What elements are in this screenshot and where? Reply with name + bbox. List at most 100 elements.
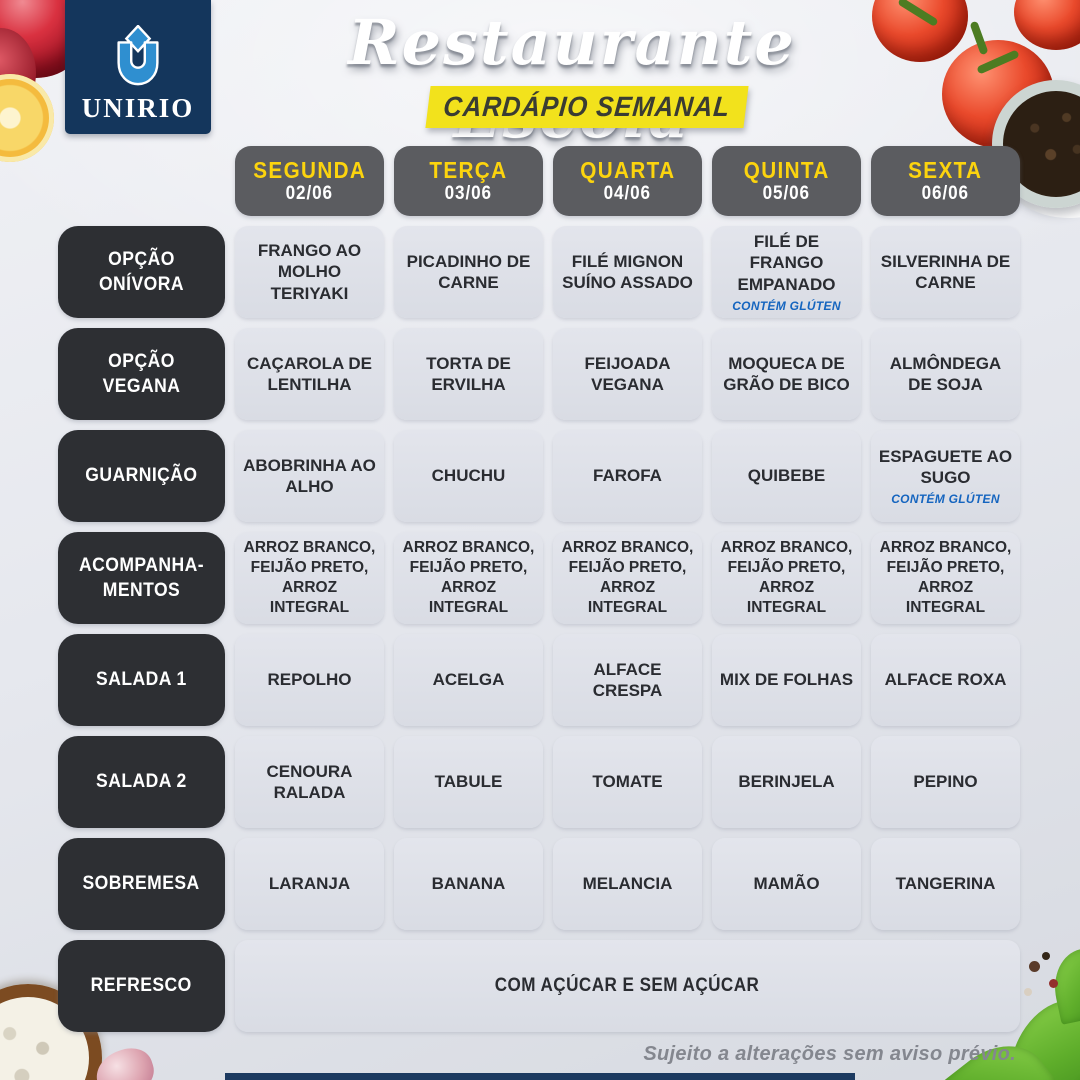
day-header-quinta: QUINTA 05/06: [712, 146, 861, 216]
dish-name: ARROZ BRANCO, FEIJÃO PRETO, ARROZ INTEGR…: [243, 538, 376, 617]
dish-name: CHUCHU: [431, 466, 506, 486]
dish-name: LARANJA: [268, 874, 351, 894]
dish-name: ALMÔNDEGA DE SOJA: [889, 353, 1002, 394]
day-date: 04/06: [603, 183, 652, 205]
dish-name: CAÇAROLA DE LENTILHA: [247, 353, 372, 394]
day-name: SEGUNDA: [253, 156, 366, 183]
menu-grid: SEGUNDA 02/06 TERÇA 03/06 QUARTA 04/06 Q…: [58, 146, 1020, 1032]
dish-name: TABULE: [434, 772, 503, 792]
menu-cell-refresco: COM AÇÚCAR E SEM AÇÚCAR: [235, 940, 1020, 1032]
menu-cell: BANANA: [394, 838, 543, 930]
row-label-opcao-vegana: OPÇÃO VEGANA: [58, 328, 225, 420]
dish-name: SILVERINHA DE CARNE: [880, 251, 1011, 292]
dish-name: PEPINO: [913, 772, 978, 792]
dish-name: FILÉ DE FRANGO EMPANADO: [737, 232, 836, 294]
dish-name: QUIBEBE: [747, 466, 826, 486]
menu-cell: MAMÃO: [712, 838, 861, 930]
logo-wordmark: UNIRIO: [81, 93, 195, 123]
dish-name: ESPAGUETE AO SUGO: [878, 446, 1013, 487]
dish-name: MIX DE FOLHAS: [719, 670, 854, 690]
menu-cell: TABULE: [394, 736, 543, 828]
day-date: 03/06: [444, 183, 493, 205]
dish-name: REPOLHO: [267, 670, 352, 690]
day-header-quarta: QUARTA 04/06: [553, 146, 702, 216]
menu-cell: ALFACE ROXA: [871, 634, 1020, 726]
dish-name: TANGERINA: [895, 874, 996, 894]
dish-name: BERINJELA: [738, 772, 835, 792]
menu-cell: PICADINHO DE CARNE: [394, 226, 543, 318]
menu-cell: ARROZ BRANCO, FEIJÃO PRETO, ARROZ INTEGR…: [871, 532, 1020, 624]
menu-cell: CAÇAROLA DE LENTILHA: [235, 328, 384, 420]
row-label-text: REFRESCO: [90, 974, 193, 997]
peppercorn-decoration: [1042, 952, 1050, 960]
day-name: TERÇA: [429, 156, 508, 183]
peppercorn-decoration: [1024, 988, 1032, 996]
dish-name: PICADINHO DE CARNE: [406, 251, 531, 292]
disclaimer-text: Sujeito a alterações sem aviso prévio.: [643, 1043, 1016, 1065]
menu-cell: REPOLHO: [235, 634, 384, 726]
row-label-text: SALADA 1: [96, 668, 187, 691]
dish-name: TOMATE: [592, 772, 663, 792]
dish-name: ARROZ BRANCO, FEIJÃO PRETO, ARROZ INTEGR…: [561, 538, 694, 617]
row-label-refresco: REFRESCO: [58, 940, 225, 1032]
tomato-decoration: [1014, 0, 1080, 50]
row-label-acompanhamentos: ACOMPANHA-MENTOS: [58, 532, 225, 624]
row-label-text: OPÇÃO ONÍVORA: [98, 247, 185, 295]
dish-name: BANANA: [431, 874, 506, 894]
row-label-text: OPÇÃO VEGANA: [102, 349, 181, 397]
peppercorn-decoration: [1029, 961, 1040, 972]
row-label-opcao-onivora: OPÇÃO ONÍVORA: [58, 226, 225, 318]
day-date: 05/06: [762, 183, 811, 205]
menu-cell: CHUCHU: [394, 430, 543, 522]
dish-name: TORTA DE ERVILHA: [426, 353, 511, 394]
dish-name: ABOBRINHA AO ALHO: [243, 455, 376, 496]
menu-cell: ESPAGUETE AO SUGO CONTÉM GLÚTEN: [871, 430, 1020, 522]
day-header-sexta: SEXTA 06/06: [871, 146, 1020, 216]
menu-cell: TORTA DE ERVILHA: [394, 328, 543, 420]
menu-cell: ALFACE CRESPA: [553, 634, 702, 726]
row-label-salada-2: SALADA 2: [58, 736, 225, 828]
dish-name: ARROZ BRANCO, FEIJÃO PRETO, ARROZ INTEGR…: [720, 538, 853, 617]
row-label-text: SOBREMESA: [82, 872, 201, 895]
menu-cell: ALMÔNDEGA DE SOJA: [871, 328, 1020, 420]
subtitle-text: CARDÁPIO SEMANAL: [442, 91, 732, 122]
menu-cell: ARROZ BRANCO, FEIJÃO PRETO, ARROZ INTEGR…: [235, 532, 384, 624]
unirio-emblem-icon: [117, 25, 159, 86]
dish-name: MELANCIA: [582, 874, 673, 894]
dish-name: ACELGA: [432, 670, 505, 690]
dish-name: ALFACE CRESPA: [592, 659, 663, 700]
menu-cell: ARROZ BRANCO, FEIJÃO PRETO, ARROZ INTEGR…: [553, 532, 702, 624]
grid-corner-spacer: [58, 146, 225, 216]
menu-cell: TOMATE: [553, 736, 702, 828]
dish-name: ALFACE ROXA: [884, 670, 1007, 690]
dish-name: ARROZ BRANCO, FEIJÃO PRETO, ARROZ INTEGR…: [402, 538, 535, 617]
row-label-salada-1: SALADA 1: [58, 634, 225, 726]
row-label-text: GUARNIÇÃO: [85, 464, 198, 487]
row-label-text: SALADA 2: [96, 770, 187, 793]
gluten-note: CONTÉM GLÚTEN: [891, 492, 1000, 507]
menu-cell: MELANCIA: [553, 838, 702, 930]
dish-name: FILÉ MIGNON SUÍNO ASSADO: [562, 251, 693, 292]
dish-name: MOQUECA DE GRÃO DE BICO: [723, 353, 850, 394]
dish-name: FRANGO AO MOLHO TERIYAKI: [257, 241, 362, 303]
dish-name: CENOURA RALADA: [266, 761, 353, 802]
dish-name: ARROZ BRANCO, FEIJÃO PRETO, ARROZ INTEGR…: [879, 538, 1012, 617]
row-label-text: ACOMPANHA-MENTOS: [78, 553, 205, 601]
menu-cell: ARROZ BRANCO, FEIJÃO PRETO, ARROZ INTEGR…: [394, 532, 543, 624]
unirio-logo: UNIRIO: [65, 0, 211, 134]
day-header-segunda: SEGUNDA 02/06: [235, 146, 384, 216]
day-name: QUARTA: [579, 156, 676, 183]
menu-cell: TANGERINA: [871, 838, 1020, 930]
peppercorn-decoration: [1049, 979, 1058, 988]
day-date: 02/06: [285, 183, 334, 205]
menu-cell: BERINJELA: [712, 736, 861, 828]
menu-cell: MOQUECA DE GRÃO DE BICO: [712, 328, 861, 420]
dish-name: FEIJOADA VEGANA: [584, 353, 671, 394]
subtitle-badge: CARDÁPIO SEMANAL: [425, 86, 749, 128]
dish-name: COM AÇÚCAR E SEM AÇÚCAR: [495, 975, 760, 997]
menu-cell: ACELGA: [394, 634, 543, 726]
menu-cell: FAROFA: [553, 430, 702, 522]
menu-cell: FILÉ DE FRANGO EMPANADO CONTÉM GLÚTEN: [712, 226, 861, 318]
page-title: Restaurante Escola: [348, 6, 796, 152]
